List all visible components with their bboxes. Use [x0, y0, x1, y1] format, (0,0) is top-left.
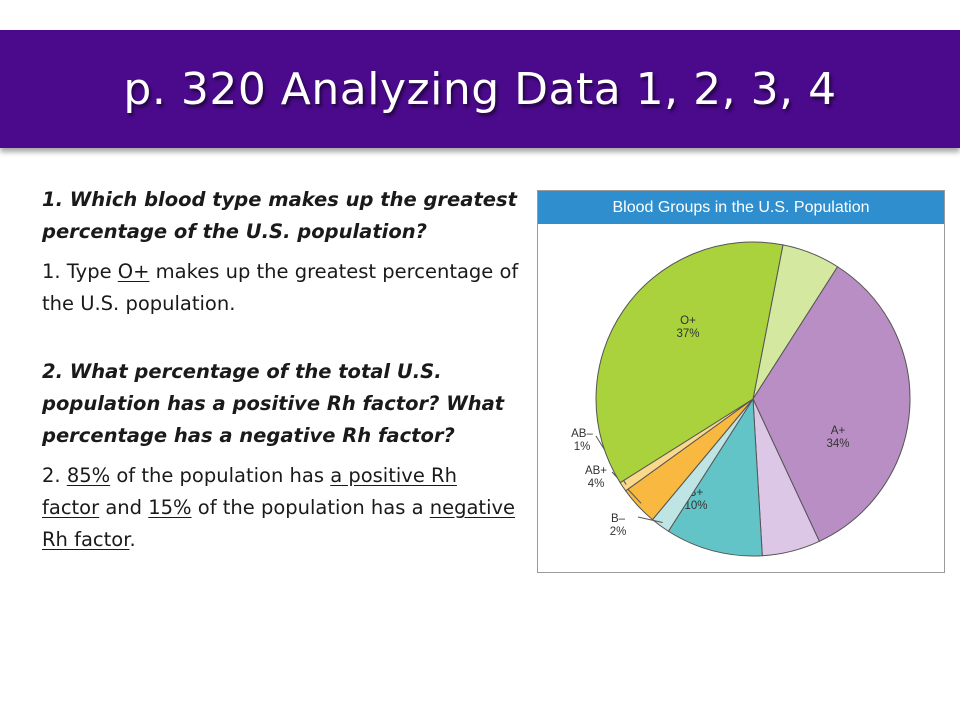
- pie-slice-a-pos: [752, 266, 911, 542]
- pie-chart: O–6%A+34%A–6%B+10%B–2%AB+4%AB–1%O+37%: [571, 241, 911, 557]
- title-bar: p. 320 Analyzing Data 1, 2, 3, 4: [0, 30, 960, 148]
- answer-2-post: .: [129, 528, 136, 551]
- answer-2-mid3: of the population has a: [191, 496, 430, 519]
- chart-header: Blood Groups in the U.S. Population: [538, 191, 944, 224]
- slice-label-o-pos: O+ 37%: [676, 315, 699, 340]
- answer-1: 1. Type O+ makes up the greatest percent…: [42, 256, 520, 320]
- pie-slice-b-pos: [667, 397, 763, 557]
- slice-label-ab-neg: AB– 1%: [571, 428, 593, 453]
- question-2: 2. What percentage of the total U.S. pop…: [42, 360, 505, 447]
- answer-2-mid2: and: [99, 496, 149, 519]
- answer-2-pre: 2.: [42, 464, 67, 487]
- answer-2-mid1: of the population has: [110, 464, 331, 487]
- answer-2-negative-rh: negative Rh factor: [42, 496, 516, 551]
- slice-label-ab-pos: AB+ 4%: [585, 465, 607, 490]
- leader-line-b-neg: [637, 516, 663, 523]
- chart-title: Blood Groups in the U.S. Population: [612, 198, 870, 216]
- question-1: 1. Which blood type makes up the greates…: [42, 188, 517, 243]
- answer-1-blood-type: O+: [117, 260, 150, 283]
- answer-2-positive-rh: a positive Rh factor: [42, 464, 457, 519]
- answer-2-positive-pct: 85%: [66, 464, 111, 487]
- text-column: 1. Which blood type makes up the greates…: [42, 184, 520, 592]
- slice-label-a-pos: A+ 34%: [826, 425, 849, 450]
- pie-slice-o-pos: [595, 241, 784, 484]
- answer-1-pre: 1. Type: [42, 260, 118, 283]
- answer-2-negative-pct: 15%: [148, 496, 192, 519]
- answer-1-post: makes up the greatest percentage of the …: [42, 260, 519, 315]
- slice-label-b-neg: B– 2%: [610, 513, 627, 538]
- chart-frame: Blood Groups in the U.S. Population O–6%…: [537, 190, 945, 573]
- slide-title: p. 320 Analyzing Data 1, 2, 3, 4: [123, 63, 837, 115]
- answer-2: 2. 85% of the population has a positive …: [42, 460, 520, 556]
